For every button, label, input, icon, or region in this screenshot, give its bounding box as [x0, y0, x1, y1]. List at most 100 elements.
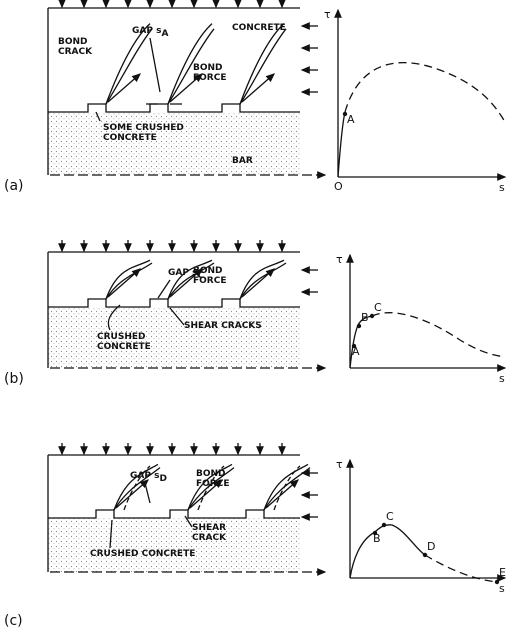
bar-surface: [48, 103, 300, 113]
origin-label: O: [334, 180, 343, 193]
gap-leader: [149, 37, 161, 93]
panel-tag: (b): [4, 371, 24, 387]
curve-point: [356, 323, 362, 329]
bond-crack: [105, 28, 153, 105]
bond-force-arrow: [115, 479, 149, 509]
bond-force-label-line: BOND: [193, 63, 223, 73]
bond-force-arrow: [169, 73, 203, 103]
curve-point: [342, 111, 348, 117]
bond-crack: [239, 28, 287, 105]
crushed-label: SOME CRUSHED CONCRETE: [103, 123, 184, 143]
bond-force-label: BOND FORCE: [196, 469, 229, 489]
bond-force-label-line: BOND: [193, 266, 223, 276]
bar-surface: [48, 298, 300, 308]
tau-label: τ: [336, 253, 343, 266]
secondary-crack: [123, 465, 151, 511]
bond-crack: [239, 262, 287, 300]
bond-force-label-line: BOND: [196, 469, 226, 479]
shear-label-line: CRACK: [192, 533, 227, 543]
s-label: s: [499, 582, 505, 595]
bond-force-label-line: FORCE: [196, 479, 229, 489]
secondary-crack: [273, 465, 301, 511]
gap-label: GAP sD: [130, 471, 167, 484]
tau-label: τ: [336, 458, 343, 471]
bond-crack: [105, 262, 153, 300]
crushed-label: CRUSHED CONCRETE: [90, 549, 195, 559]
crushed-leader: [107, 304, 121, 331]
bond-crack: [167, 259, 213, 300]
bond-crack: [113, 467, 161, 511]
crushed-label-line: SOME CRUSHED: [103, 123, 184, 133]
bond-force-arrow: [265, 479, 299, 509]
bond-crack: [105, 23, 151, 105]
bond-crack: [187, 467, 235, 511]
curve-solid: [349, 524, 426, 579]
bond-crack: [239, 259, 285, 300]
crushed-leader: [95, 111, 101, 122]
bond-force-label: BOND FORCE: [193, 266, 226, 286]
gap-label: GAP sC: [168, 268, 204, 281]
bar-label: BAR: [232, 156, 253, 166]
panel-tag: (c): [4, 613, 23, 629]
shear-label: SHEAR CRACK: [192, 523, 227, 543]
bond-force-arrow: [241, 73, 275, 103]
gap-leader: [157, 279, 171, 299]
bar-region: [48, 112, 300, 175]
curve-dashed: [424, 554, 499, 583]
bond-crack: [113, 463, 159, 511]
bond-force-arrow: [241, 268, 275, 298]
curve-point: [494, 579, 500, 585]
bond-crack: [239, 23, 285, 105]
bar-region: [48, 307, 300, 368]
bond-force-label-line: FORCE: [193, 276, 226, 286]
bond-crack: [187, 463, 233, 511]
gap-label-text: GAP s: [130, 471, 159, 481]
shear-label: SHEAR CRACKS: [184, 321, 262, 331]
bond-force-label: BOND FORCE: [193, 63, 226, 83]
bond-force-arrow: [107, 268, 141, 298]
panel-tag: (a): [4, 178, 24, 194]
point-label: A: [352, 345, 360, 358]
crushed-leader: [109, 519, 113, 549]
bond-crack: [167, 28, 215, 105]
bond-crack: [263, 467, 311, 511]
bond-crack: [167, 262, 215, 300]
crushed-label-line: CONCRETE: [97, 342, 151, 352]
point-label: A: [347, 113, 355, 126]
point-label: D: [427, 540, 435, 553]
crushed-label-line: CONCRETE: [103, 133, 157, 143]
s-label: s: [499, 181, 505, 194]
point-label: B: [373, 532, 381, 545]
s-label: s: [499, 372, 505, 385]
bond-force-label-line: FORCE: [193, 73, 226, 83]
gap-label-sub: C: [197, 271, 204, 281]
gap-label-text: GAP s: [168, 268, 197, 278]
bond-force-arrow: [169, 268, 203, 298]
gap-label-text: GAP s: [132, 26, 161, 36]
tau-label: τ: [324, 8, 331, 21]
curve-dashed: [371, 312, 506, 358]
curve-solid: [337, 111, 346, 178]
bar-surface: [48, 509, 300, 519]
curve-point: [422, 552, 428, 558]
curve-point: [369, 313, 375, 319]
point-label: E: [499, 566, 506, 579]
curve-point: [372, 530, 378, 536]
curve-point: [351, 343, 357, 349]
bond-crack-label-line: BOND: [58, 37, 88, 47]
gap-label-sub: D: [159, 474, 166, 484]
curve-dashed: [344, 62, 506, 123]
gap-leader: [144, 482, 151, 504]
bond-crack: [167, 23, 213, 105]
shear-leader: [184, 515, 193, 528]
gap-label: GAP sA: [132, 26, 168, 39]
secondary-crack: [197, 465, 225, 511]
curve-point: [381, 522, 387, 528]
gap-label-sub: A: [161, 29, 168, 39]
point-label: C: [374, 301, 382, 314]
bond-force-arrow: [189, 479, 223, 509]
bond-crack: [105, 259, 151, 300]
crushed-label-line: CRUSHED: [97, 332, 145, 342]
concrete-label: CONCRETE: [232, 23, 286, 33]
point-label: C: [386, 510, 394, 523]
